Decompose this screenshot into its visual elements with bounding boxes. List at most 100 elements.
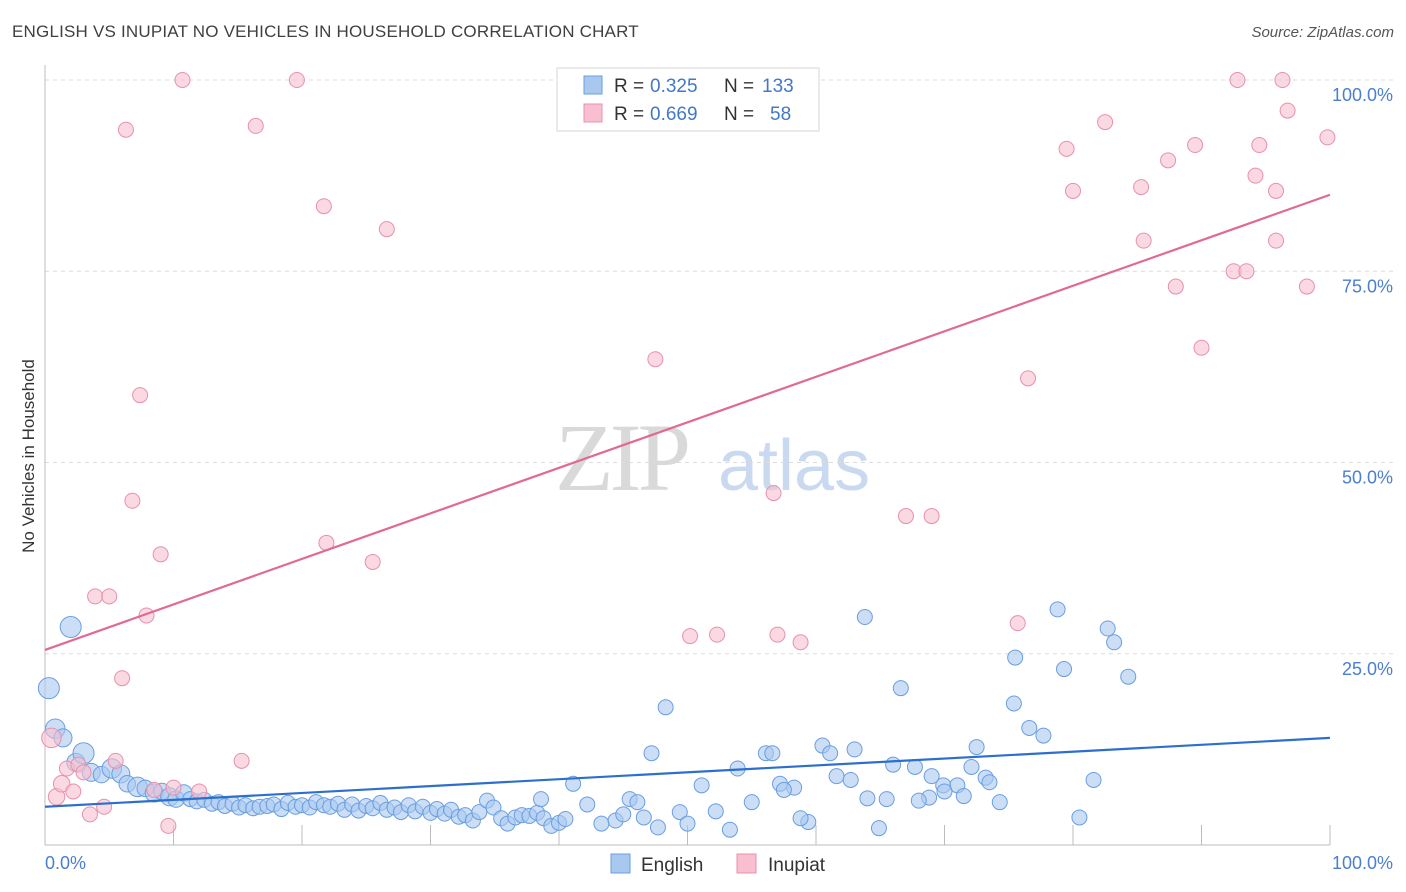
english-point xyxy=(846,741,863,758)
inupiat-point xyxy=(1065,182,1081,199)
inupiat-point xyxy=(1097,114,1114,131)
english-point xyxy=(892,680,909,697)
inupiat-point xyxy=(1193,339,1210,356)
watermark-zip: ZIP xyxy=(555,404,688,511)
inupiat-point xyxy=(124,492,141,509)
english-point xyxy=(1005,695,1022,712)
inupiat-point xyxy=(315,198,332,215)
english-point xyxy=(775,781,792,798)
legend-english-r-value: 0.325 xyxy=(650,76,698,97)
inupiat-point xyxy=(1298,278,1315,295)
inupiat-point xyxy=(165,779,182,796)
inupiat-point xyxy=(1229,72,1246,88)
english-point xyxy=(593,815,610,832)
english-point xyxy=(657,699,674,716)
english-point xyxy=(557,810,574,827)
english-point xyxy=(37,677,60,700)
inupiat-point xyxy=(1268,182,1285,199)
english-point xyxy=(693,777,710,794)
english-point xyxy=(792,810,809,827)
english-point xyxy=(764,745,781,762)
english-point xyxy=(963,758,980,775)
english-point xyxy=(910,792,927,809)
inupiat-point xyxy=(765,485,782,502)
legend-swatch-inupiat xyxy=(583,103,603,123)
english-point xyxy=(485,799,502,816)
inupiat-point xyxy=(1238,263,1255,280)
bottom-legend-inupiat: Inupiat xyxy=(768,855,826,876)
inupiat-point xyxy=(191,783,208,800)
inupiat-point xyxy=(923,508,940,525)
english-point xyxy=(859,790,876,807)
english-point xyxy=(721,821,738,838)
english-trend-line xyxy=(44,736,1331,808)
inupiat-point xyxy=(1020,370,1037,387)
english-point xyxy=(707,803,724,820)
inupiat-point xyxy=(41,727,62,749)
english-point xyxy=(842,771,859,788)
legend-swatch-english xyxy=(583,75,603,95)
inupiat-point xyxy=(1135,232,1152,249)
inupiat-point xyxy=(247,117,264,134)
english-point xyxy=(923,768,940,785)
grid-lines xyxy=(45,79,1395,655)
english-point xyxy=(533,791,550,808)
inupiat-point xyxy=(1133,179,1150,196)
english-point xyxy=(1056,661,1073,678)
english-point xyxy=(643,745,660,762)
inupiat-point xyxy=(132,387,149,404)
english-point xyxy=(870,820,887,837)
inupiat-point xyxy=(87,588,104,605)
english-point xyxy=(991,794,1008,811)
inupiat-point xyxy=(160,817,177,834)
correlation-legend: R = 0.325 N = 133 R = 0.669 N = 58 xyxy=(556,67,820,132)
inupiat-point xyxy=(792,634,809,651)
inupiat-point xyxy=(174,72,191,88)
english-point xyxy=(615,806,632,823)
english-point xyxy=(822,745,839,762)
english-point xyxy=(1106,634,1123,651)
series-legend: English Inupiat xyxy=(610,853,826,876)
inupiat-point xyxy=(146,781,163,798)
inupiat-point xyxy=(75,764,92,781)
y-tick-label: 75.0% xyxy=(1342,276,1393,296)
english-point xyxy=(1007,649,1024,666)
english-point xyxy=(743,794,760,811)
inupiat-point xyxy=(1279,102,1296,119)
inupiat-point xyxy=(1251,137,1268,154)
inupiat-point xyxy=(288,72,305,88)
inupiat-point xyxy=(233,752,250,769)
english-point xyxy=(856,609,873,626)
english-point xyxy=(1099,620,1116,637)
english-points xyxy=(37,601,1137,838)
english-point xyxy=(629,794,646,811)
watermark-atlas: atlas xyxy=(718,426,870,506)
y-tick-label: 25.0% xyxy=(1342,659,1393,679)
legend-inupiat-r-value: 0.669 xyxy=(650,104,698,125)
inupiat-point xyxy=(378,221,395,238)
inupiat-point xyxy=(1274,72,1291,88)
inupiat-point xyxy=(647,351,664,368)
inupiat-point xyxy=(682,628,699,645)
inupiat-point xyxy=(1160,152,1177,169)
english-point xyxy=(981,774,998,791)
english-point xyxy=(635,809,652,826)
y-tick-label: 50.0% xyxy=(1342,468,1393,488)
inupiat-point xyxy=(101,588,118,605)
trend-lines xyxy=(44,193,1331,808)
inupiat-points xyxy=(41,72,1336,834)
inupiat-point xyxy=(107,752,124,769)
inupiat-point xyxy=(364,553,381,570)
english-point xyxy=(1120,668,1137,685)
bottom-legend-english: English xyxy=(641,855,703,876)
inupiat-point xyxy=(1187,137,1204,154)
english-point xyxy=(59,615,82,638)
inupiat-point xyxy=(1009,615,1026,632)
inupiat-point xyxy=(96,798,113,815)
inupiat-point xyxy=(897,508,914,525)
bottom-legend-swatch-english xyxy=(610,853,631,874)
english-point xyxy=(1085,771,1102,788)
inupiat-point xyxy=(114,670,131,687)
inupiat-point xyxy=(117,121,134,138)
